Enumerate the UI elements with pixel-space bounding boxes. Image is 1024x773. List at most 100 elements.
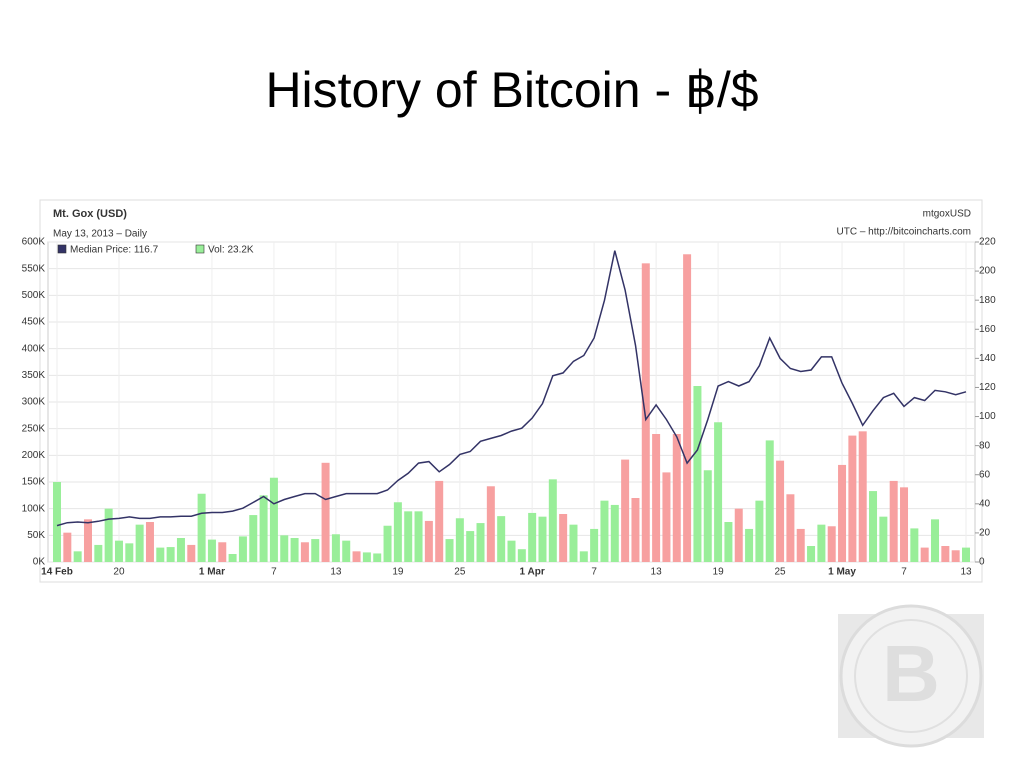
volume-bar xyxy=(83,519,92,562)
x-tick-label: 1 May xyxy=(828,567,856,578)
volume-bar xyxy=(311,539,320,562)
y-tick-label: 150K xyxy=(22,477,46,488)
volume-bar xyxy=(631,498,640,562)
slide-title: History of Bitcoin - ฿/$ xyxy=(265,62,758,118)
volume-bar xyxy=(920,547,929,562)
y2-tick-label: 60 xyxy=(979,469,991,480)
logo: B xyxy=(838,604,984,748)
volume-bar xyxy=(858,431,867,562)
volume-bar xyxy=(414,511,423,562)
y-tick-label: 200K xyxy=(22,450,46,461)
volume-bar xyxy=(362,552,371,562)
volume-bar xyxy=(145,522,154,562)
x-tick-label: 25 xyxy=(775,567,787,578)
volume-bar xyxy=(548,479,557,562)
volume-bar xyxy=(889,480,898,562)
volume-bar xyxy=(962,547,970,562)
x-tick-label: 25 xyxy=(454,567,466,578)
volume-bar xyxy=(879,516,888,562)
y2-tick-label: 0 xyxy=(979,557,985,568)
x-tick-label: 7 xyxy=(271,567,277,578)
volume-bar xyxy=(73,551,82,562)
y-tick-label: 600K xyxy=(22,237,46,248)
volume-bar xyxy=(827,526,836,562)
legend-label: Median Price: 116.7 xyxy=(70,245,159,256)
y-tick-label: 400K xyxy=(22,343,46,354)
volume-bar xyxy=(300,542,309,562)
volume-bar xyxy=(455,518,464,562)
volume-bar xyxy=(776,460,785,562)
volume-bar xyxy=(559,514,568,562)
volume-bar xyxy=(280,535,289,562)
volume-bar xyxy=(497,516,506,562)
volume-bar xyxy=(269,477,278,562)
volume-bar xyxy=(435,480,444,562)
volume-bar xyxy=(745,528,754,562)
x-tick-label: 7 xyxy=(591,567,597,578)
volume-bar xyxy=(228,554,237,562)
chart-subtitle: May 13, 2013 – Daily xyxy=(53,229,147,240)
volume-bar xyxy=(404,511,413,562)
volume-bar xyxy=(590,528,599,562)
x-tick-label: 19 xyxy=(392,567,404,578)
x-tick-label: 13 xyxy=(651,567,663,578)
volume-bar xyxy=(900,487,909,562)
legend-swatch xyxy=(195,244,205,254)
volume-bar xyxy=(579,551,588,562)
y2-tick-label: 100 xyxy=(979,411,996,422)
y-tick-label: 0K xyxy=(33,557,46,568)
y-tick-label: 250K xyxy=(22,423,46,434)
svg-text:B: B xyxy=(882,629,940,718)
volume-bar xyxy=(714,422,723,562)
volume-bar xyxy=(869,491,878,562)
volume-bar xyxy=(53,482,61,562)
legend-label: Vol: 23.2K xyxy=(208,245,254,256)
volume-bar xyxy=(724,522,733,562)
y2-tick-label: 140 xyxy=(979,353,996,364)
volume-bar xyxy=(796,528,805,562)
y-tick-label: 500K xyxy=(22,290,46,301)
x-tick-label: 13 xyxy=(330,567,342,578)
symbol: mtgoxUSD xyxy=(923,209,971,220)
volume-bar xyxy=(951,550,960,562)
volume-bar xyxy=(817,524,826,562)
y2-tick-label: 200 xyxy=(979,266,996,277)
volume-bar xyxy=(528,512,537,562)
y-tick-label: 350K xyxy=(22,370,46,381)
x-tick-label: 20 xyxy=(113,567,125,578)
volume-bar xyxy=(662,472,671,562)
y2-tick-label: 220 xyxy=(979,237,996,248)
volume-bar xyxy=(838,464,847,562)
y2-tick-label: 120 xyxy=(979,382,996,393)
volume-bar xyxy=(342,540,351,562)
volume-bar xyxy=(445,539,454,562)
volume-bar xyxy=(672,434,681,562)
volume-bar xyxy=(94,544,103,562)
volume-bar xyxy=(600,500,609,562)
volume-bar xyxy=(63,532,72,562)
volume-bar xyxy=(104,508,113,562)
volume-bar xyxy=(352,551,361,562)
y-tick-label: 450K xyxy=(22,317,46,328)
legend-swatch xyxy=(57,244,67,254)
volume-bar xyxy=(610,504,619,562)
volume-bar xyxy=(424,520,433,562)
volume-bar xyxy=(786,494,795,562)
source: UTC – http://bitcoincharts.com xyxy=(837,227,972,238)
y2-tick-label: 40 xyxy=(979,498,991,509)
x-tick-label: 13 xyxy=(960,567,972,578)
y2-tick-label: 20 xyxy=(979,528,991,539)
volume-bar xyxy=(187,544,196,562)
volume-bar xyxy=(249,515,258,562)
volume-bar xyxy=(218,542,227,562)
volume-bar xyxy=(383,525,392,562)
volume-bar xyxy=(683,254,692,562)
volume-bar xyxy=(910,528,919,562)
volume-bar xyxy=(259,495,268,562)
volume-bar xyxy=(321,462,330,562)
volume-bar xyxy=(941,546,950,562)
volume-bar xyxy=(135,524,144,562)
volume-bar xyxy=(734,508,743,562)
volume-bar xyxy=(331,534,340,562)
